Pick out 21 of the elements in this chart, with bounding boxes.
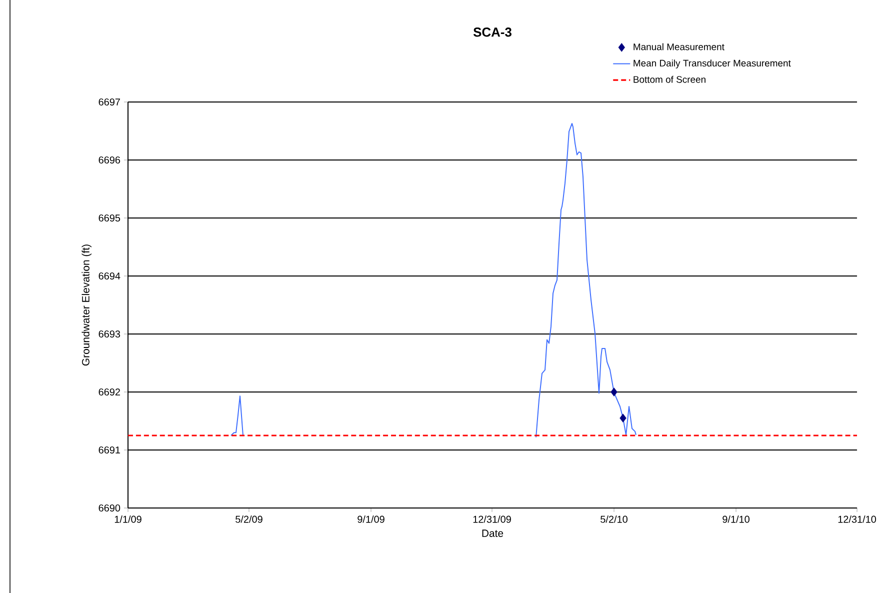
- y-axis-title: Groundwater Elevation (ft): [82, 244, 92, 366]
- legend-label: Mean Daily Transducer Measurement: [634, 60, 791, 68]
- y-tick-label: 6697: [98, 98, 120, 106]
- y-tick-label: 6692: [98, 388, 120, 396]
- y-tick-label: 6695: [98, 214, 120, 222]
- y-tick-label: 6693: [98, 330, 120, 338]
- x-tick-label: 12/31/10: [838, 516, 876, 523]
- y-tick-label: 6696: [98, 156, 120, 164]
- x-tick-label: 9/1/10: [722, 516, 750, 523]
- x-tick-label: 9/1/09: [358, 516, 384, 523]
- y-tick-label: 6691: [98, 446, 120, 454]
- y-tick-label: 6694: [98, 272, 120, 280]
- y-tick-label: 6690: [98, 504, 120, 512]
- x-tick-label: 5/2/10: [600, 516, 628, 523]
- legend-label: Bottom of Screen: [634, 76, 706, 83]
- x-tick-label: 5/2/09: [236, 516, 262, 523]
- chart-title: SCA-3: [473, 28, 512, 37]
- x-axis-title: Date: [482, 530, 504, 537]
- legend-label: Manual Measurement: [634, 43, 724, 50]
- x-tick-label: 12/31/09: [473, 516, 511, 523]
- x-tick-label: 1/1/09: [114, 516, 142, 523]
